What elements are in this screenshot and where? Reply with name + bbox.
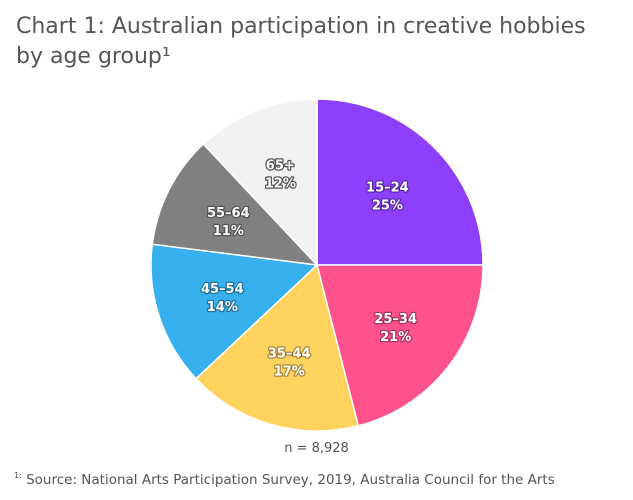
footnote-text: Source: National Arts Participation Surv… xyxy=(26,472,555,488)
footnote: 1: Source: National Arts Participation S… xyxy=(14,471,555,488)
slice-value-label: 14% xyxy=(207,300,238,315)
slice-value-label: 17% xyxy=(274,365,305,380)
slice-category-label: 45–54 xyxy=(201,282,244,297)
pie-slice-15-24 xyxy=(316,98,484,266)
pie-slice-35-44 xyxy=(194,263,360,432)
sample-size-note: n = 8,928 xyxy=(284,441,349,456)
chart-title: Chart 1: Australian participation in cre… xyxy=(16,14,586,69)
slice-category-label: 55–64 xyxy=(207,206,250,221)
slice-category-label: 35–44 xyxy=(268,347,311,362)
pie-slice-65+ xyxy=(202,98,318,267)
footnote-marker: 1: xyxy=(14,471,22,480)
slice-value-label: 25% xyxy=(372,199,403,214)
slice-category-label: 65+ xyxy=(266,158,295,173)
slice-value-label: 21% xyxy=(380,330,411,345)
pie-slice-25-34 xyxy=(316,264,484,427)
pie-labels: 15–24 25% 25–34 21% 35–44 17% 45–54 14% 55–64 11%… xyxy=(200,157,419,381)
pie-slice-45-54 xyxy=(150,243,319,380)
slice-category-label: 15–24 xyxy=(366,181,409,196)
slice-category-label: 25–34 xyxy=(374,312,417,327)
pie-slices xyxy=(150,98,484,432)
slice-value-label: 12% xyxy=(265,176,296,191)
slice-value-label: 11% xyxy=(213,224,244,239)
pie-slice-55-64 xyxy=(151,142,319,267)
